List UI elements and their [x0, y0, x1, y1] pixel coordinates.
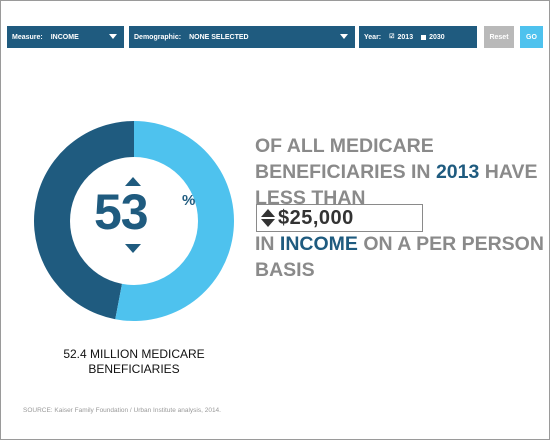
measure-dropdown[interactable]: Measure: INCOME	[7, 26, 124, 48]
stepper-arrows	[261, 207, 275, 229]
year-option-2030[interactable]: 2030	[421, 34, 445, 41]
checkmark-icon: ☑	[389, 33, 395, 40]
demographic-label: Demographic:	[134, 33, 182, 41]
beneficiaries-caption: 52.4 MILLION MEDICARE BENEFICIARIES	[34, 347, 234, 377]
statement-year: 2013	[435, 161, 480, 183]
percent-stepper: 53 %	[34, 121, 234, 321]
reset-button[interactable]: Reset	[484, 26, 514, 48]
chevron-down-icon	[340, 34, 348, 39]
measure-label: Measure:	[12, 33, 43, 41]
decrease-arrow-icon[interactable]	[261, 219, 275, 227]
source-note: SOURCE: Kaiser Family Foundation / Urban…	[23, 407, 221, 414]
demographic-value: NONE SELECTED	[189, 33, 249, 41]
donut-chart	[34, 121, 234, 321]
statement-text: ON A PER PERSON BASIS	[255, 233, 544, 281]
increase-arrow-icon[interactable]	[261, 209, 275, 217]
increase-arrow-icon[interactable]	[125, 177, 141, 186]
year-selector: Year: ☑ 2013 2030	[359, 26, 477, 48]
chevron-down-icon	[109, 34, 117, 39]
filter-toolbar: Measure: INCOME Demographic: NONE SELECT…	[7, 26, 543, 48]
amount-value: $25,000	[278, 206, 354, 229]
year-option-label: 2013	[397, 33, 414, 41]
amount-stepper[interactable]: $25,000	[256, 204, 423, 232]
statement-measure: INCOME	[279, 233, 358, 255]
caption-line-2: BENEFICIARIES	[88, 362, 180, 376]
statement-top: OF ALL MEDICARE BENEFICIARIES IN 2013 HA…	[255, 133, 545, 211]
donut-hole	[70, 157, 198, 285]
year-label: Year:	[364, 33, 382, 41]
checkbox-icon	[421, 34, 427, 40]
measure-value: INCOME	[50, 33, 79, 41]
demographic-dropdown[interactable]: Demographic: NONE SELECTED	[129, 26, 355, 48]
year-option-2013[interactable]: ☑ 2013	[389, 34, 413, 41]
statement-text: HAVE LESS THAN	[255, 161, 538, 209]
year-option-label: 2030	[429, 33, 445, 41]
caption-line-1: 52.4 MILLION MEDICARE	[63, 347, 205, 361]
statement-text: OF ALL MEDICARE BENEFICIARIES IN	[255, 135, 434, 183]
statement-text: IN	[255, 233, 275, 255]
percent-value: 53	[94, 184, 149, 240]
go-button[interactable]: GO	[520, 26, 543, 48]
percent-sign: %	[182, 192, 196, 209]
decrease-arrow-icon[interactable]	[125, 244, 141, 253]
statement-bottom: IN INCOME ON A PER PERSON BASIS	[255, 231, 545, 283]
